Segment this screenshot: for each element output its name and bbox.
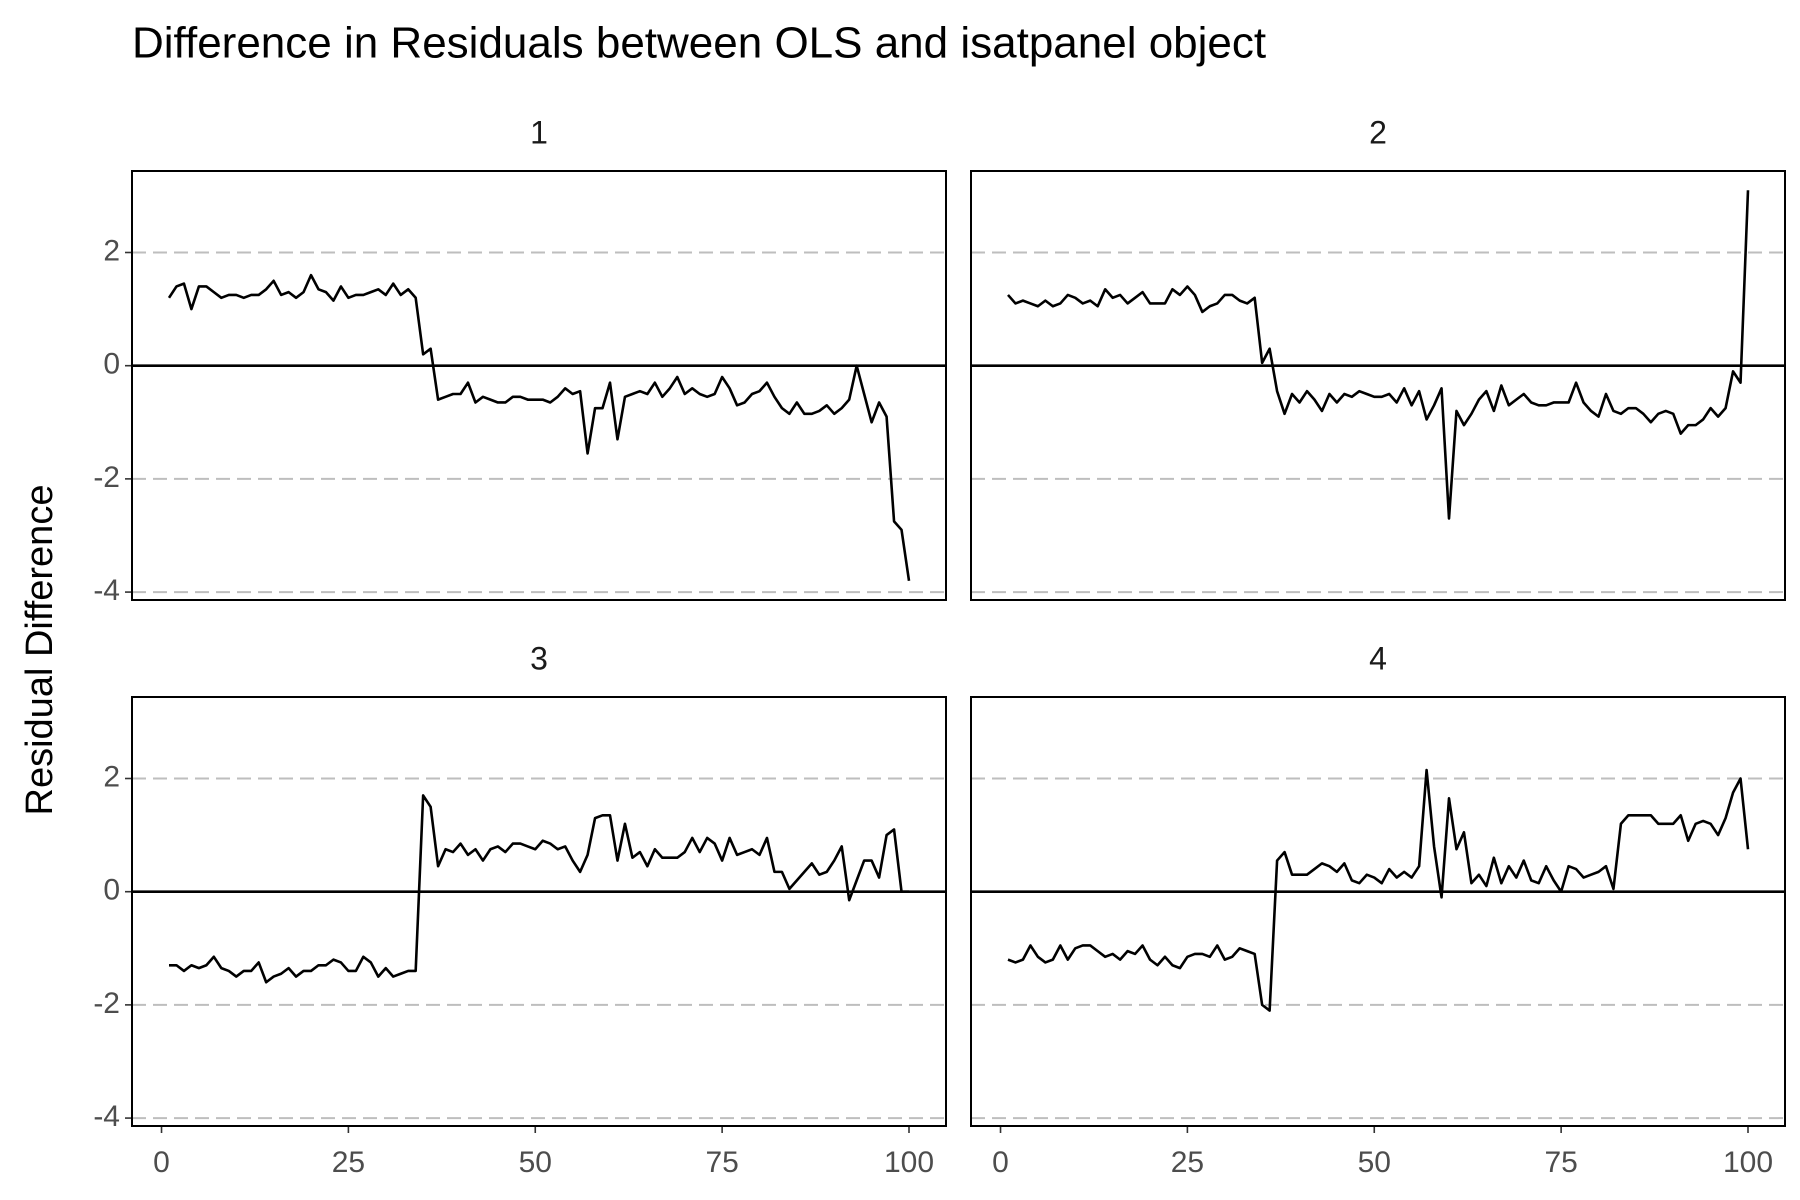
panel-border	[970, 696, 1786, 1127]
panel-title: 2	[1369, 114, 1387, 150]
y-tick-label: -2	[93, 987, 120, 1020]
x-tick-label: 75	[1544, 1146, 1577, 1179]
y-tick-label: -2	[93, 461, 120, 494]
series-line	[167, 273, 911, 581]
panel-border	[970, 170, 1786, 601]
x-tick-label: 0	[992, 1146, 1009, 1179]
x-tick-label: 25	[332, 1146, 365, 1179]
panel-title: 1	[530, 114, 548, 150]
panel-border	[131, 170, 947, 601]
x-tick-label: 100	[1723, 1146, 1773, 1179]
panel-background	[971, 697, 1785, 1126]
panel-border	[131, 696, 947, 1127]
y-axis-label: Residual Difference	[19, 485, 61, 816]
panel-background	[971, 171, 1785, 600]
panel-background	[132, 171, 946, 600]
y-tick-label: 0	[103, 348, 120, 381]
x-tick-label: 25	[1171, 1146, 1204, 1179]
series-line	[169, 794, 909, 984]
panel-title: 4	[1369, 640, 1387, 676]
x-tick-label: 75	[705, 1146, 738, 1179]
y-tick-label: 2	[103, 760, 120, 793]
series-line	[1007, 190, 1750, 520]
y-tick-label: 2	[103, 234, 120, 267]
x-tick-label: 100	[884, 1146, 934, 1179]
y-tick-label: 0	[103, 874, 120, 907]
panel-title: 3	[530, 640, 548, 676]
series-line	[1007, 768, 1750, 1012]
y-tick-label: -4	[93, 574, 120, 607]
panel-background	[132, 697, 946, 1126]
x-tick-label: 50	[519, 1146, 552, 1179]
y-tick-label: -4	[93, 1100, 120, 1133]
chart-title: Difference in Residuals between OLS and …	[132, 19, 1266, 68]
x-tick-label: 50	[1358, 1146, 1391, 1179]
x-tick-label: 0	[153, 1146, 170, 1179]
